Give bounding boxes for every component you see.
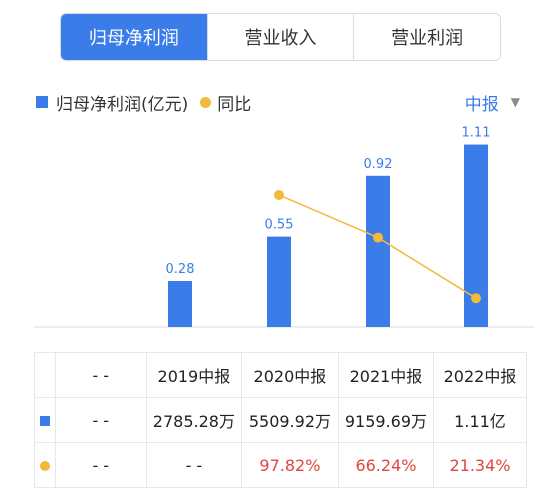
line-series bbox=[274, 189, 481, 304]
bar-2020中报[interactable] bbox=[267, 236, 291, 327]
table-cell: 2785.28万 bbox=[145, 397, 242, 443]
bar-2021中报[interactable] bbox=[366, 175, 390, 327]
bar-value-label: 0.28 bbox=[166, 262, 195, 277]
table-cell: 21.34% bbox=[432, 442, 528, 488]
table-header-cell: 2020中报 bbox=[240, 352, 339, 398]
table-header-cell: 2022中报 bbox=[432, 352, 528, 398]
table-header-cell: - - bbox=[54, 352, 147, 398]
table-cell: 1.11亿 bbox=[432, 397, 528, 443]
caret-down-icon: ▼ bbox=[510, 95, 520, 109]
bar-series: 0.28 0.55 0.92 1.11 bbox=[166, 126, 491, 327]
bar-value-label: 0.55 bbox=[265, 218, 294, 233]
period-dropdown[interactable]: 中报 ▼ bbox=[464, 90, 520, 115]
table-header-cell: 2021中报 bbox=[337, 352, 434, 398]
profit-chart: 0.28 0.55 0.92 1.11 bbox=[34, 126, 534, 328]
bar-value-label: 1.11 bbox=[462, 126, 491, 141]
metric-tabs: 归母净利润 营业收入 营业利润 bbox=[60, 13, 501, 61]
bar-value-label: 0.92 bbox=[364, 157, 393, 172]
data-table: - - 2019中报 2020中报 2021中报 2022中报 - - 2785… bbox=[34, 352, 528, 488]
bar-2019中报[interactable] bbox=[168, 280, 192, 327]
table-cell: - - bbox=[145, 442, 242, 488]
tab-net-profit[interactable]: 归母净利润 bbox=[61, 14, 207, 60]
table-header-row: - - 2019中报 2020中报 2021中报 2022中报 bbox=[34, 352, 528, 398]
table-cell: 97.82% bbox=[240, 442, 339, 488]
period-dropdown-label: 中报 bbox=[464, 94, 499, 115]
yoy-point-2022中报[interactable] bbox=[471, 293, 481, 304]
row-marker-cell bbox=[34, 397, 56, 443]
tab-revenue[interactable]: 营业收入 bbox=[206, 14, 354, 60]
line-legend-label: 同比 bbox=[217, 94, 252, 115]
bar-legend-swatch bbox=[36, 96, 48, 108]
table-cell: 9159.69万 bbox=[337, 397, 434, 443]
chart-legend: 归母净利润(亿元) 同比 bbox=[36, 90, 252, 115]
table-row-yoy: - - - - 97.82% 66.24% 21.34% bbox=[34, 442, 528, 488]
bar-series-marker bbox=[39, 415, 50, 426]
table-cell: 66.24% bbox=[337, 442, 434, 488]
table-cell: - - bbox=[54, 397, 147, 443]
bar-legend-label: 归母净利润(亿元) bbox=[56, 94, 189, 115]
table-row-profit: - - 2785.28万 5509.92万 9159.69万 1.11亿 bbox=[34, 397, 528, 443]
table-cell: 5509.92万 bbox=[240, 397, 339, 443]
tab-operating-profit[interactable]: 营业利润 bbox=[353, 14, 500, 60]
yoy-point-2020中报[interactable] bbox=[274, 189, 284, 200]
yoy-point-2021中报[interactable] bbox=[373, 232, 383, 243]
table-header-cell: 2019中报 bbox=[145, 352, 242, 398]
table-header-cell bbox=[34, 352, 56, 398]
line-legend-swatch bbox=[200, 96, 212, 108]
table-cell: - - bbox=[54, 442, 147, 488]
row-marker-cell bbox=[34, 442, 56, 488]
line-series-marker bbox=[39, 460, 50, 471]
